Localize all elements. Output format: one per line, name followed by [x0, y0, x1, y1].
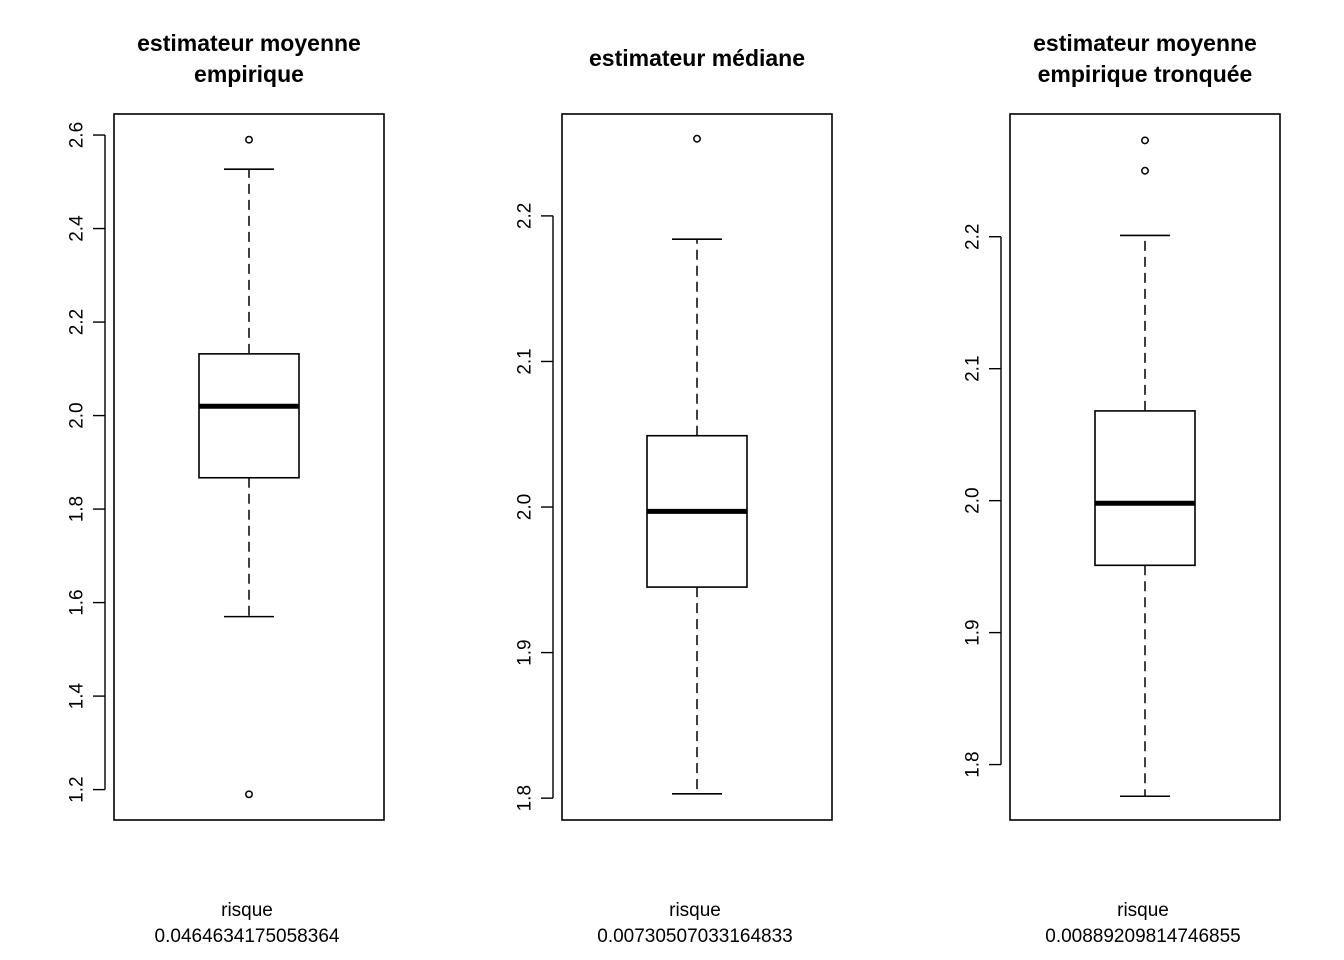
y-tick-label: 1.8 [515, 785, 536, 811]
y-tick-label: 2.0 [67, 402, 88, 428]
y-tick-label: 2.2 [963, 224, 984, 250]
x-axis-label-line: risque [221, 900, 273, 921]
y-tick-label: 1.8 [67, 496, 88, 522]
panel-1: estimateur moyenne empirique 1.2 1.4 1.6 1.8 2… [67, 30, 385, 947]
box-iqr [198, 353, 300, 479]
y-tick-label: 1.9 [963, 619, 984, 645]
y-tick-label: 2.2 [67, 309, 88, 335]
x-axis-label-line: risque [1117, 900, 1169, 921]
chart-title-line: empirique [194, 61, 304, 87]
y-tick-label: 2.0 [515, 494, 536, 520]
outlier-point [1141, 136, 1149, 145]
y-tick-label: 2.1 [515, 348, 536, 374]
x-axis-label-line: 0.0464634175058364 [155, 926, 340, 947]
y-tick-label: 2.2 [515, 203, 536, 229]
x-axis-label-line: 0.00730507033164833 [597, 926, 792, 947]
y-tick-label: 2.1 [963, 355, 984, 381]
chart-title-line: estimateur médiane [589, 45, 805, 71]
y-tick-label: 1.6 [67, 589, 88, 615]
y-tick-label: 2.6 [67, 122, 88, 148]
chart-title-line: empirique tronquée [1038, 61, 1253, 87]
chart-title-line: estimateur moyenne [137, 30, 361, 56]
outlier-point [1141, 166, 1149, 175]
outlier-point [245, 135, 253, 144]
x-axis-label-line: 0.00889209814746855 [1045, 926, 1240, 947]
plot-frame [113, 113, 385, 821]
y-tick-label: 1.9 [515, 639, 536, 665]
plot-frame [561, 113, 833, 821]
chart-title-line: estimateur moyenne [1033, 30, 1257, 56]
y-tick-label: 1.4 [67, 682, 88, 709]
plot-frame [1009, 113, 1281, 821]
outlier-point [693, 134, 701, 143]
box-iqr [1094, 410, 1196, 567]
y-tick-label: 1.2 [67, 776, 88, 802]
panel-3: estimateur moyenne empirique tronquée 1.8 1… [963, 30, 1281, 947]
x-axis-label-line: risque [669, 900, 721, 921]
panel-2: estimateur médiane 1.8 1.9 2.0 2.1 2.2 risque 0… [515, 45, 833, 947]
outlier-point [245, 790, 253, 799]
y-tick-label: 1.8 [963, 751, 984, 777]
y-tick-label: 2.0 [963, 487, 984, 513]
y-tick-label: 2.4 [67, 215, 88, 242]
